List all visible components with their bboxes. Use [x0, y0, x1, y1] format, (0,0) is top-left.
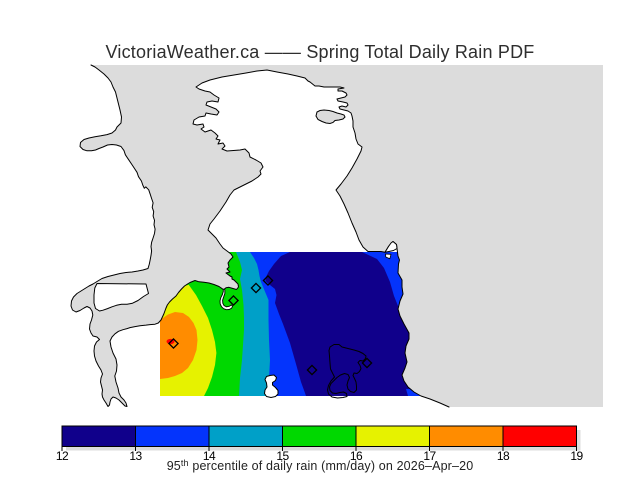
svg-text:16: 16	[350, 449, 363, 463]
svg-text:14: 14	[203, 449, 216, 463]
svg-text:17: 17	[423, 449, 436, 463]
svg-text:18: 18	[497, 449, 510, 463]
svg-text:VictoriaWeather.ca —— Spring T: VictoriaWeather.ca —— Spring Total Daily…	[106, 42, 535, 62]
svg-text:12: 12	[56, 449, 69, 463]
svg-text:19: 19	[570, 449, 583, 463]
svg-text:95th percentile of daily rain: 95th percentile of daily rain (mm/day) o…	[167, 458, 474, 473]
svg-text:13: 13	[129, 449, 142, 463]
svg-text:15: 15	[276, 449, 289, 463]
